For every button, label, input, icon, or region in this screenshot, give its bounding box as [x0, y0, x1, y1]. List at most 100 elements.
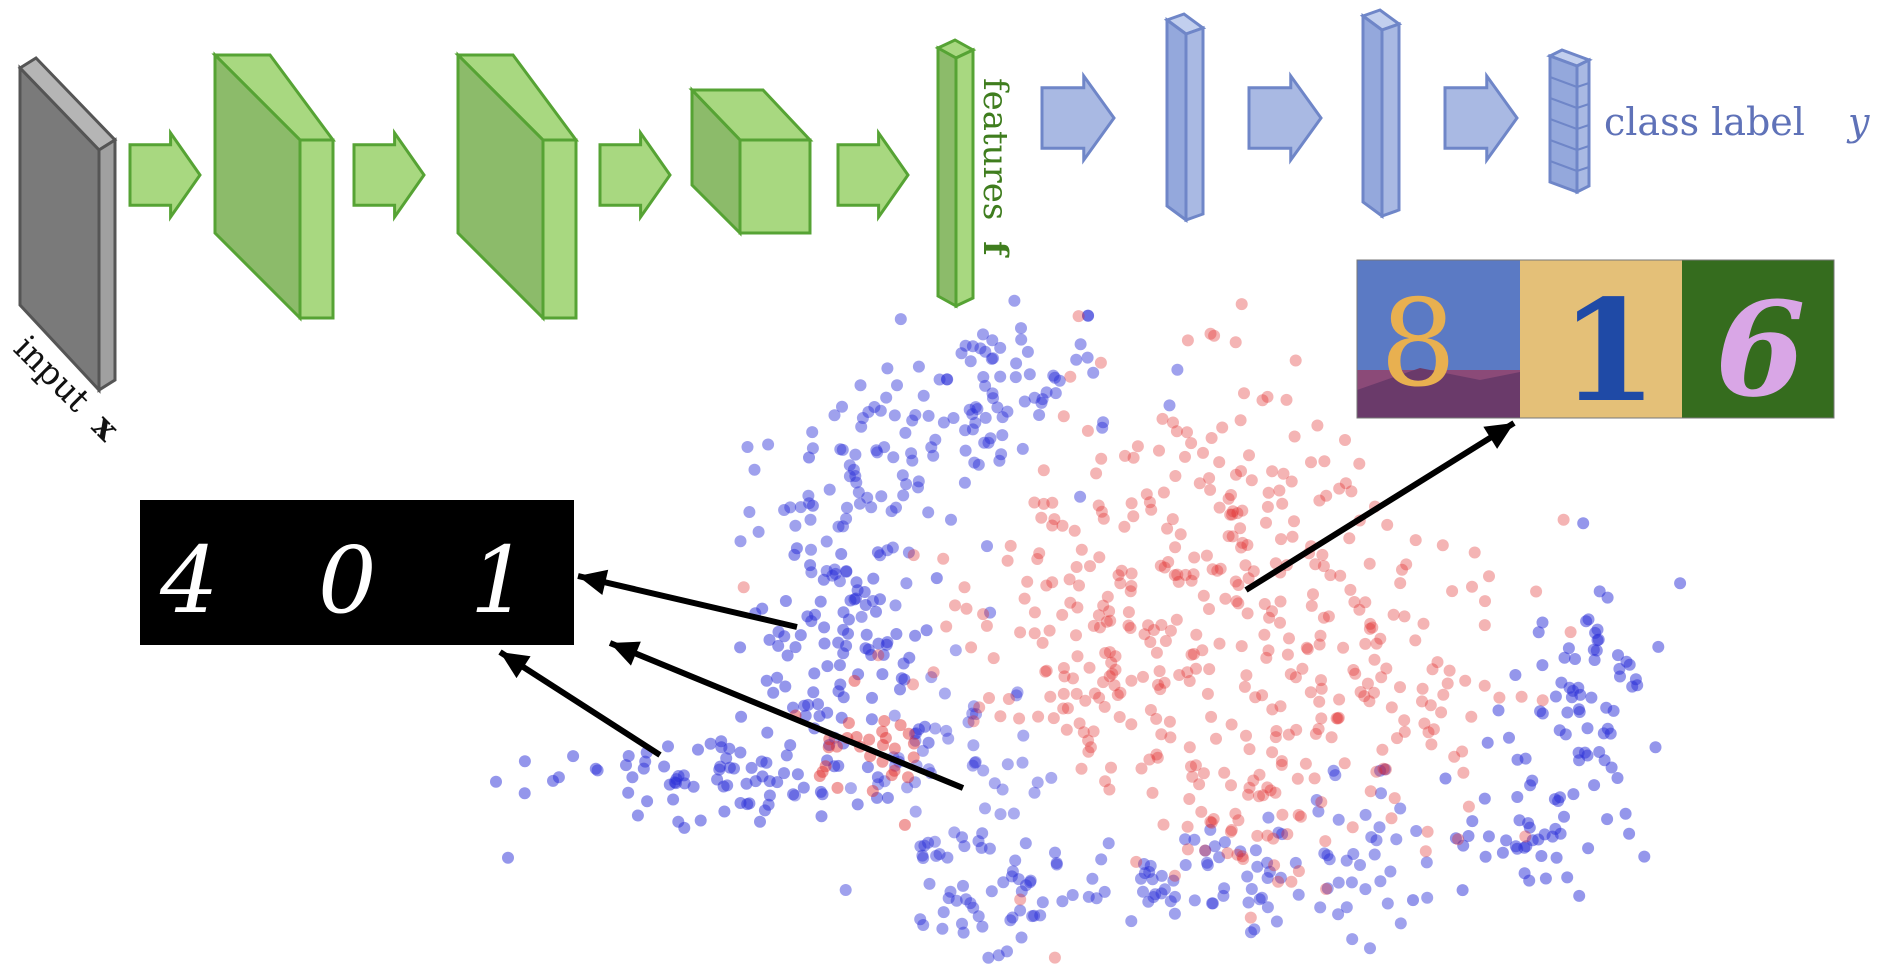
scatter-point — [1270, 915, 1283, 928]
scatter-point — [1446, 585, 1459, 598]
scatter-point — [1070, 687, 1083, 700]
scatter-point — [1004, 914, 1017, 927]
scatter-point — [1601, 813, 1614, 826]
scatter-point — [1168, 869, 1181, 882]
scatter-point — [1572, 703, 1585, 716]
scatter-point — [1235, 465, 1247, 478]
scatter-point — [1181, 426, 1193, 439]
scatter-point — [929, 722, 942, 735]
scatter-point — [1204, 823, 1217, 836]
scatter-point — [1216, 421, 1229, 434]
scatter-point — [1260, 516, 1272, 529]
scatter-point — [1314, 629, 1327, 642]
scatter-point — [1084, 741, 1097, 754]
flow-arrow-icon — [128, 128, 202, 222]
scatter-point — [907, 549, 920, 562]
scatter-point — [1534, 705, 1547, 718]
scatter-point — [1274, 595, 1287, 608]
scatter-point — [828, 409, 841, 422]
scatter-point — [721, 779, 734, 792]
flow-arrow-icon — [836, 128, 910, 222]
scatter-point — [1204, 327, 1217, 340]
scatter-point — [829, 567, 842, 580]
scatter-point — [1256, 689, 1269, 702]
scatter-point — [1272, 875, 1285, 888]
scatter-point — [1147, 624, 1160, 636]
output-cell-divider — [1549, 76, 1578, 88]
scatter-point — [1153, 444, 1165, 457]
scatter-point — [967, 715, 980, 728]
scatter-point — [1185, 437, 1198, 450]
scatter-point — [1125, 497, 1138, 510]
scatter-point — [1465, 710, 1478, 723]
scatter-point — [886, 541, 899, 554]
scatter-point — [974, 342, 987, 355]
features-label: features f — [975, 78, 1015, 258]
scatter-point — [1045, 771, 1058, 784]
scatter-point — [1169, 470, 1182, 482]
scatter-point — [1332, 813, 1345, 826]
scatter-point — [1511, 842, 1524, 855]
scatter-point — [958, 581, 971, 594]
scatter-point — [966, 759, 979, 772]
scatter-point — [1448, 750, 1461, 763]
scatter-point — [1208, 329, 1221, 342]
scatter-point — [1559, 728, 1572, 741]
scatter-point — [1312, 805, 1325, 818]
scatter-point — [1364, 617, 1377, 630]
scatter-point — [923, 877, 936, 890]
scatter-point — [1047, 712, 1060, 725]
scatter-point — [1251, 829, 1264, 842]
scatter-point — [1093, 691, 1106, 704]
scatter-point — [871, 791, 883, 804]
scatter-point — [877, 648, 890, 661]
scatter-point — [1674, 577, 1687, 590]
scatter-point — [1580, 615, 1593, 628]
scatter-point — [1040, 579, 1053, 592]
scatter-point — [1189, 759, 1202, 772]
scatter-point — [1193, 778, 1206, 791]
scatter-point — [918, 720, 931, 733]
scatter-point — [1033, 409, 1046, 421]
scatter-point — [754, 815, 766, 828]
scatter-point — [1050, 858, 1063, 871]
scatter-point — [1135, 872, 1147, 885]
scatter-point — [1266, 746, 1279, 759]
scatter-point — [813, 770, 826, 782]
scatter-point — [1457, 766, 1470, 779]
scatter-point — [848, 674, 861, 687]
scatter-point — [1536, 659, 1549, 672]
scatter-point — [852, 486, 865, 499]
scatter-point — [1638, 850, 1651, 863]
scatter-point — [1230, 468, 1242, 481]
scatter-point — [1281, 828, 1294, 841]
scatter-point — [894, 683, 906, 696]
scatter-point — [1225, 489, 1237, 501]
scatter-point — [823, 483, 836, 496]
scatter-point — [1157, 486, 1170, 499]
scatter-point — [1435, 706, 1448, 719]
scatter-point — [1044, 690, 1057, 703]
scatter-point — [1422, 726, 1435, 739]
scatter-point — [863, 733, 876, 746]
scatter-point — [979, 802, 991, 815]
scatter-point — [1197, 589, 1210, 602]
scatter-point — [865, 713, 878, 726]
scatter-point — [1260, 651, 1273, 664]
scatter-point — [1530, 585, 1543, 598]
scatter-point — [1099, 775, 1112, 788]
scatter-point — [1013, 712, 1026, 725]
scatter-point — [1315, 796, 1328, 809]
scatter-point — [843, 470, 856, 483]
scatter-point — [1158, 883, 1171, 896]
scatter-point — [1206, 563, 1219, 576]
source-digit: 1 — [470, 527, 529, 634]
scatter-point — [880, 391, 893, 404]
scatter-point — [1105, 656, 1118, 669]
scatter-point — [1275, 755, 1288, 768]
scatter-point — [1058, 670, 1071, 683]
scatter-point — [1588, 654, 1601, 666]
scatter-point — [1247, 565, 1260, 578]
scatter-point — [1006, 911, 1019, 924]
scatter-point — [1322, 610, 1335, 623]
